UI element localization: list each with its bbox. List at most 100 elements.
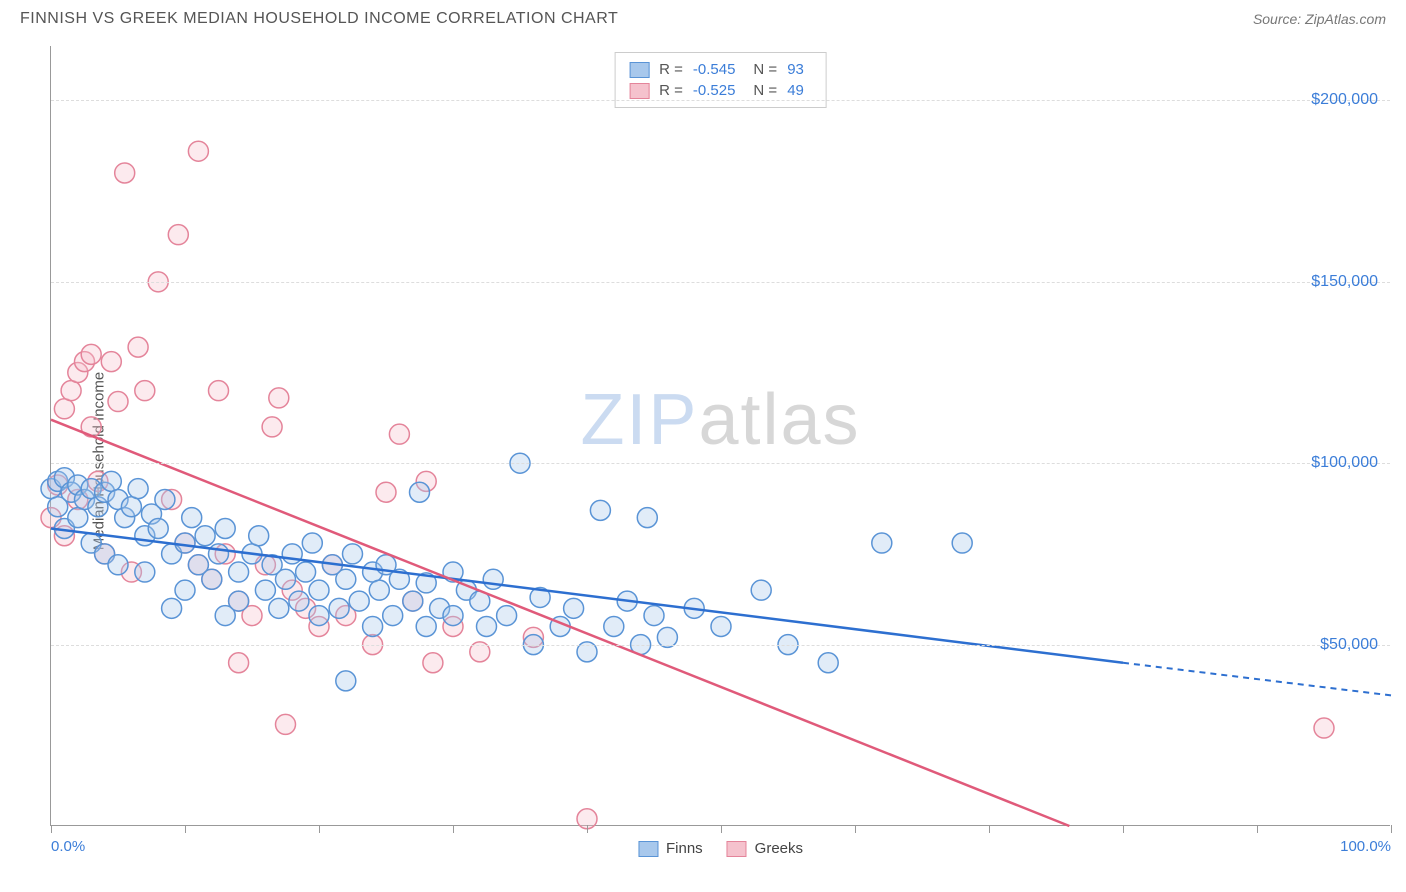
data-point (497, 606, 517, 626)
series-label: Greeks (755, 840, 803, 857)
n-value: 93 (787, 61, 804, 78)
data-point (269, 388, 289, 408)
r-value: -0.545 (693, 61, 736, 78)
data-point (276, 714, 296, 734)
data-point (108, 555, 128, 575)
data-point (229, 653, 249, 673)
data-point (148, 519, 168, 539)
data-point (410, 482, 430, 502)
data-point (376, 482, 396, 502)
series-label: Finns (666, 840, 703, 857)
r-value: -0.525 (693, 82, 736, 99)
x-tick (453, 825, 454, 833)
data-point (81, 344, 101, 364)
data-point (751, 580, 771, 600)
data-point (182, 508, 202, 528)
data-point (108, 392, 128, 412)
data-point (403, 591, 423, 611)
data-point (249, 526, 269, 546)
data-point (195, 526, 215, 546)
data-point (637, 508, 657, 528)
legend-row: R =-0.525N =49 (629, 80, 812, 101)
data-point (262, 417, 282, 437)
y-tick-label: $100,000 (1311, 454, 1378, 472)
data-point (255, 580, 275, 600)
data-point (289, 591, 309, 611)
n-label: N = (753, 82, 777, 99)
data-point (818, 653, 838, 673)
data-point (229, 591, 249, 611)
x-tick-label: 0.0% (51, 838, 85, 855)
data-point (209, 381, 229, 401)
data-point (175, 533, 195, 553)
gridline (51, 463, 1390, 464)
data-point (121, 497, 141, 517)
n-value: 49 (787, 82, 804, 99)
data-point (389, 424, 409, 444)
data-point (1314, 718, 1334, 738)
data-point (135, 381, 155, 401)
data-point (296, 562, 316, 582)
data-point (101, 352, 121, 372)
data-point (128, 479, 148, 499)
data-point (101, 471, 121, 491)
x-tick (855, 825, 856, 833)
chart-header: FINNISH VS GREEK MEDIAN HOUSEHOLD INCOME… (0, 0, 1406, 36)
data-point (483, 569, 503, 589)
x-tick (1123, 825, 1124, 833)
data-point (423, 653, 443, 673)
legend-swatch (629, 62, 649, 78)
data-point (363, 616, 383, 636)
chart-source: Source: ZipAtlas.com (1253, 11, 1386, 27)
y-tick-label: $50,000 (1320, 636, 1378, 654)
data-point (336, 569, 356, 589)
gridline (51, 100, 1390, 101)
data-point (644, 606, 664, 626)
x-tick (587, 825, 588, 833)
data-point (416, 616, 436, 636)
data-point (115, 163, 135, 183)
data-point (443, 606, 463, 626)
data-point (329, 598, 349, 618)
x-tick (1257, 825, 1258, 833)
data-point (162, 598, 182, 618)
series-legend-item: Finns (638, 840, 703, 857)
data-point (282, 544, 302, 564)
x-tick (185, 825, 186, 833)
x-tick (989, 825, 990, 833)
legend-swatch (638, 841, 658, 857)
legend-row: R = -0.545 N = 93 (629, 59, 812, 80)
data-point (477, 616, 497, 636)
r-label: R = (659, 61, 683, 78)
data-point (209, 544, 229, 564)
gridline (51, 645, 1390, 646)
data-point (343, 544, 363, 564)
data-point (872, 533, 892, 553)
data-point (309, 606, 329, 626)
data-point (61, 381, 81, 401)
data-point (135, 562, 155, 582)
gridline (51, 282, 1390, 283)
data-point (68, 508, 88, 528)
data-point (128, 337, 148, 357)
x-tick-label: 100.0% (1340, 838, 1391, 855)
data-point (202, 569, 222, 589)
data-point (155, 489, 175, 509)
data-point (604, 616, 624, 636)
chart-title: FINNISH VS GREEK MEDIAN HOUSEHOLD INCOME… (20, 10, 618, 28)
y-tick-label: $150,000 (1311, 273, 1378, 291)
data-point (188, 141, 208, 161)
plot-svg (51, 46, 1390, 825)
data-point (302, 533, 322, 553)
data-point (711, 616, 731, 636)
data-point (175, 580, 195, 600)
data-point (336, 671, 356, 691)
data-point (276, 569, 296, 589)
data-point (269, 598, 289, 618)
data-point (383, 606, 403, 626)
chart-container: Median Household Income ZIPatlas R =-0.5… (0, 36, 1406, 886)
y-tick-label: $200,000 (1311, 91, 1378, 109)
n-label: N = (753, 61, 777, 78)
legend-swatch (727, 841, 747, 857)
data-point (309, 580, 329, 600)
